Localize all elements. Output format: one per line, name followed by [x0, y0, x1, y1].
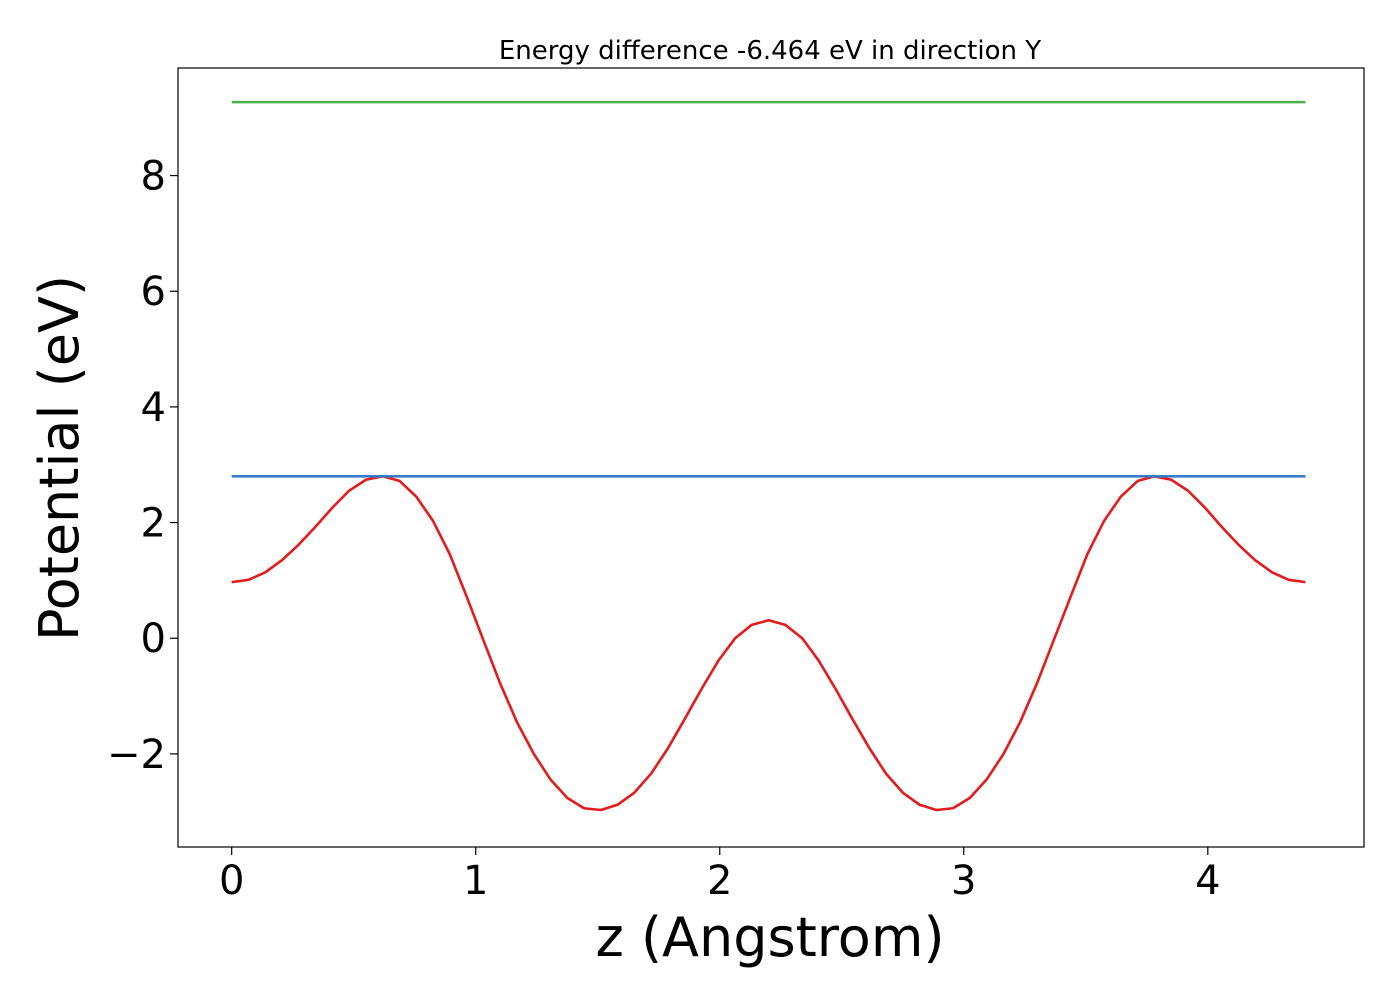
plot-frame: [177, 67, 1365, 848]
y-axis-ticks: −2 0 2 4 6 8: [107, 154, 178, 778]
y-tick-label-4: 6: [141, 269, 166, 315]
x-axis-label: z (Angstrom): [595, 906, 944, 969]
chart-title: Energy difference -6.464 eV in direction…: [499, 36, 1041, 66]
series-layer: [231, 100, 1306, 812]
x-tick-label-1: 1: [463, 858, 488, 904]
y-tick-label-2: 2: [141, 501, 166, 547]
x-axis-ticks: 0 1 2 3 4: [219, 847, 1221, 904]
y-tick-label-1: 0: [141, 616, 166, 662]
x-tick-label-3: 3: [951, 858, 976, 904]
y-axis-label: Potential (eV): [28, 275, 91, 641]
y-tick-label-3: 4: [141, 385, 166, 431]
series-line-0: [231, 474, 1306, 812]
x-tick-label-2: 2: [707, 858, 732, 904]
y-tick-label-0: −2: [107, 732, 166, 778]
x-tick-label-4: 4: [1195, 858, 1220, 904]
y-tick-label-5: 8: [141, 154, 166, 200]
x-tick-label-0: 0: [219, 858, 244, 904]
